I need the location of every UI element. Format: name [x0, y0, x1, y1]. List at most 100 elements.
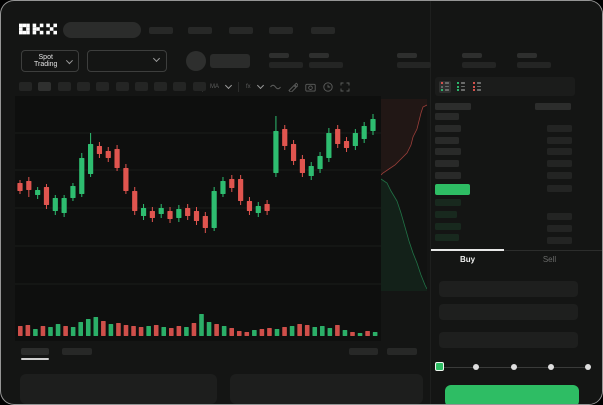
- draw-pencil-icon[interactable]: [288, 82, 298, 92]
- slider-stop-dot[interactable]: [585, 364, 591, 370]
- buy-tab-underline: [431, 249, 504, 251]
- last-price-bar[interactable]: [435, 184, 470, 195]
- bid-row-price[interactable]: [435, 199, 461, 206]
- chart-footer-tab-active[interactable]: [21, 348, 49, 355]
- ask-row-price[interactable]: [435, 172, 461, 179]
- volume-bar: [169, 328, 174, 336]
- volume-bar: [335, 325, 340, 336]
- interval-button[interactable]: [115, 82, 129, 91]
- interval-button[interactable]: [76, 82, 90, 91]
- candle-body: [96, 146, 103, 154]
- candle-body: [140, 208, 147, 216]
- book-asks-view-icon[interactable]: [471, 81, 483, 93]
- interval-button[interactable]: [96, 82, 110, 91]
- tab-buy[interactable]: Buy: [459, 255, 476, 264]
- divider: [431, 250, 602, 251]
- bottom-panel-right: [230, 374, 423, 404]
- bid-row-price[interactable]: [435, 223, 461, 230]
- ask-row-price[interactable]: [435, 125, 461, 132]
- bid-row-price[interactable]: [435, 234, 459, 241]
- okx-logo[interactable]: [19, 22, 57, 36]
- nav-item-placeholder[interactable]: [229, 27, 253, 34]
- slider-stop-dot[interactable]: [547, 364, 554, 370]
- pair-selector-dropdown[interactable]: [87, 50, 167, 72]
- interval-button[interactable]: [134, 82, 148, 91]
- ticker-stat-value: [269, 62, 303, 68]
- indicator-fx-button[interactable]: fx: [246, 83, 251, 90]
- ticker-stat-label: [269, 53, 289, 58]
- orderbook-row-amount[interactable]: [547, 160, 572, 167]
- slider-stop-dot[interactable]: [510, 364, 517, 370]
- depth-bid-area: [381, 179, 427, 291]
- icon-line: [444, 82, 449, 84]
- nav-item-placeholder[interactable]: [149, 27, 173, 34]
- ask-row-price[interactable]: [435, 113, 459, 120]
- orderbook-header-amount: [535, 103, 571, 110]
- orderbook-row-amount[interactable]: [547, 137, 572, 144]
- candle-body: [185, 208, 191, 216]
- tab-sell[interactable]: Sell: [542, 255, 557, 264]
- orderbook-row-amount[interactable]: [547, 172, 572, 179]
- depth-chart[interactable]: [380, 99, 428, 291]
- candle-body: [123, 168, 129, 191]
- history-clock-icon[interactable]: [323, 81, 333, 92]
- volume-bar: [116, 323, 121, 336]
- market-type-dropdown[interactable]: Spot Trading: [21, 50, 79, 72]
- icon-dot: [456, 82, 459, 84]
- orderbook-row-amount[interactable]: [547, 125, 572, 132]
- icon-line: [476, 85, 481, 88]
- orderbook-row-amount[interactable]: [547, 213, 572, 220]
- book-split-view-icon[interactable]: [439, 80, 451, 93]
- book-bids-view-icon[interactable]: [455, 81, 467, 93]
- interval-button[interactable]: [57, 82, 71, 91]
- chart-footer-tab[interactable]: [62, 348, 92, 355]
- interval-button[interactable]: [38, 82, 52, 91]
- slider-stop-dot[interactable]: [473, 364, 480, 370]
- nav-item-placeholder[interactable]: [188, 27, 212, 34]
- camera-snapshot-icon[interactable]: [305, 82, 316, 92]
- chart-tools: MA fx: [202, 80, 350, 93]
- ask-row-price[interactable]: [435, 148, 461, 155]
- fullscreen-icon[interactable]: [340, 82, 350, 92]
- volume-bar: [153, 325, 159, 336]
- search-input[interactable]: [63, 22, 141, 38]
- submit-buy-button[interactable]: [445, 385, 579, 404]
- candle-body: [17, 183, 23, 191]
- orderbook-row-amount[interactable]: [547, 185, 572, 192]
- volume-bar: [304, 325, 310, 336]
- line-style-icon[interactable]: [269, 82, 281, 92]
- volume-bar: [25, 325, 31, 336]
- ask-row-price[interactable]: [435, 137, 459, 144]
- indicator-ma-button[interactable]: MA: [210, 83, 219, 90]
- interval-button[interactable]: [19, 82, 32, 91]
- order-total-input[interactable]: [439, 332, 578, 348]
- order-price-input[interactable]: [439, 281, 578, 297]
- chevron-down-icon[interactable]: [256, 81, 264, 90]
- candle-body: [26, 181, 32, 190]
- candle-body: [158, 208, 164, 214]
- chevron-down-icon[interactable]: [224, 81, 233, 90]
- nav-item-placeholder[interactable]: [269, 27, 293, 34]
- candle-body: [114, 149, 120, 168]
- orderbook-row-amount[interactable]: [547, 148, 572, 155]
- ask-row-price[interactable]: [435, 160, 459, 167]
- icon-row: [472, 89, 482, 91]
- candlestick-chart[interactable]: [15, 96, 381, 341]
- depth-canvas: [380, 99, 428, 291]
- order-amount-input[interactable]: [439, 304, 578, 320]
- nav-item-placeholder[interactable]: [311, 27, 335, 34]
- chart-footer-control[interactable]: [387, 348, 417, 355]
- interval-button[interactable]: [173, 82, 187, 91]
- interval-button[interactable]: [154, 82, 168, 91]
- orderbook-row-amount[interactable]: [547, 237, 572, 244]
- orderbook-row-amount[interactable]: [547, 225, 572, 232]
- candle-body: [229, 179, 235, 188]
- chart-footer-control[interactable]: [349, 348, 378, 355]
- candle-body: [273, 131, 279, 173]
- candle-body: [132, 191, 138, 211]
- bid-row-price[interactable]: [435, 211, 457, 218]
- slider-handle[interactable]: [435, 362, 444, 371]
- interval-button[interactable]: [192, 82, 206, 91]
- divider: [238, 81, 239, 92]
- candle-body: [308, 166, 314, 176]
